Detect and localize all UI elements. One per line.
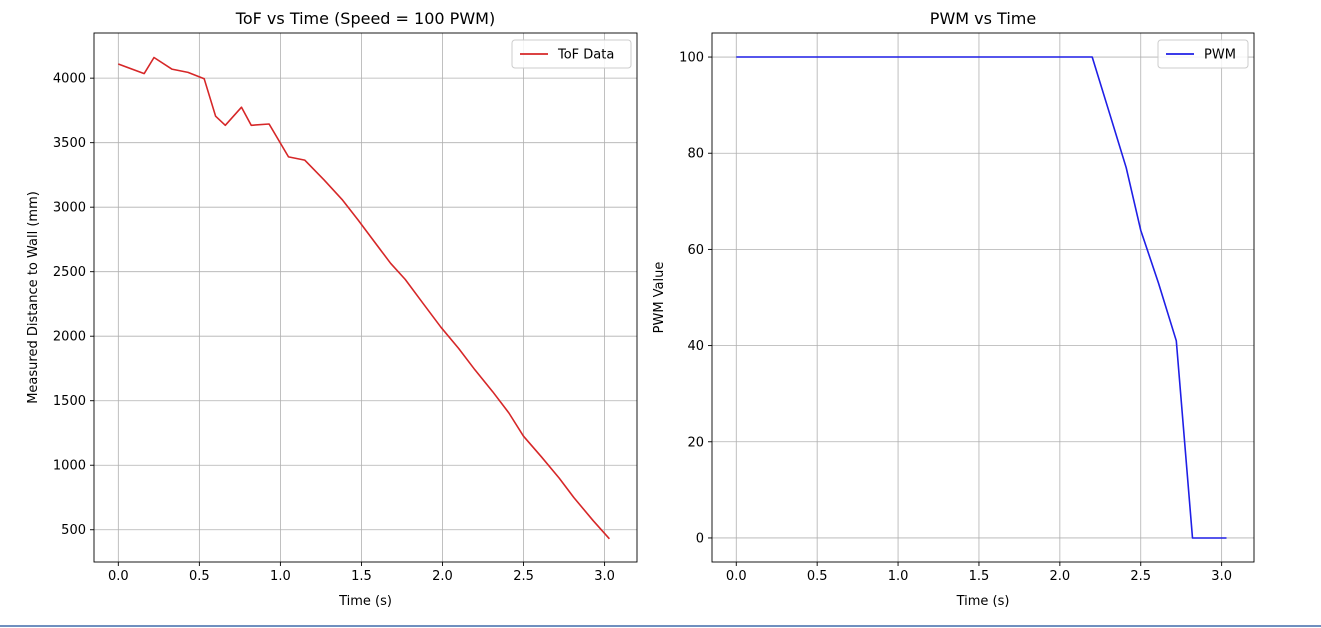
tof-ytick-label-4: 2500 bbox=[53, 265, 86, 280]
tof-series-0-line bbox=[118, 56, 610, 540]
pwm-ytick-label-1: 20 bbox=[687, 435, 704, 450]
pwm-x-axis-label: Time (s) bbox=[956, 594, 1010, 609]
pwm-xtick-label-6: 3.0 bbox=[1211, 569, 1232, 584]
pwm-ytick-label-4: 80 bbox=[687, 147, 704, 162]
pwm-chart-title: PWM vs Time bbox=[930, 9, 1036, 28]
tof-ytick-label-5: 3000 bbox=[53, 201, 86, 216]
tof-ytick-label-0: 500 bbox=[61, 523, 86, 538]
tof-xtick-label-6: 3.0 bbox=[594, 569, 615, 584]
tof-ytick-label-3: 2000 bbox=[53, 330, 86, 345]
tof-xtick-label-4: 2.0 bbox=[432, 569, 453, 584]
tof-legend-box bbox=[511, 39, 632, 69]
tof-xtick-label-0: 0.0 bbox=[108, 569, 129, 584]
tof-chart: 0.0 0.5 1.0 1.5 2.0 2.5 3.0 500 1000 1500 2000 2500… bbox=[26, 9, 638, 609]
pwm-xtick-label-4: 2.0 bbox=[1050, 569, 1071, 584]
pwm-plot-frame bbox=[711, 32, 1255, 563]
pwm-ytick-label-2: 40 bbox=[687, 339, 704, 354]
tof-ytick-label-1: 1000 bbox=[53, 459, 86, 474]
tof-ytick-label-7: 4000 bbox=[53, 72, 86, 87]
tof-xtick-label-3: 1.5 bbox=[351, 569, 372, 584]
tof-xtick-label-2: 1.0 bbox=[270, 569, 291, 584]
pwm-ytick-label-5: 100 bbox=[679, 51, 704, 66]
bottom-divider bbox=[0, 625, 1321, 627]
pwm-xtick-label-2: 1.0 bbox=[888, 569, 909, 584]
tof-plot-frame bbox=[93, 32, 638, 563]
pwm-xtick-label-1: 0.5 bbox=[807, 569, 828, 584]
tof-chart-title: ToF vs Time (Speed = 100 PWM) bbox=[235, 9, 495, 28]
pwm-y-axis-label: PWM Value bbox=[652, 262, 667, 334]
pwm-ytick-label-0: 0 bbox=[696, 531, 704, 546]
pwm-legend-box bbox=[1157, 39, 1249, 69]
pwm-legend-label: PWM bbox=[1204, 48, 1236, 63]
tof-y-axis-label: Measured Distance to Wall (mm) bbox=[26, 191, 41, 404]
tof-legend-label: ToF Data bbox=[557, 48, 614, 63]
tof-x-axis-label: Time (s) bbox=[338, 594, 392, 609]
pwm-xtick-label-3: 1.5 bbox=[969, 569, 990, 584]
pwm-xtick-label-5: 2.5 bbox=[1130, 569, 1151, 584]
pwm-xtick-label-0: 0.0 bbox=[726, 569, 747, 584]
pwm-series-0-line bbox=[736, 56, 1227, 539]
tof-ytick-label-6: 3500 bbox=[53, 136, 86, 151]
tof-xtick-label-5: 2.5 bbox=[513, 569, 534, 584]
tof-xtick-label-1: 0.5 bbox=[189, 569, 210, 584]
pwm-ytick-label-3: 60 bbox=[687, 243, 704, 258]
tof-ytick-label-2: 1500 bbox=[53, 394, 86, 409]
pwm-chart: 0.0 0.5 1.0 1.5 2.0 2.5 3.0 0 20 40 60 80 100 PWM vs … bbox=[652, 9, 1255, 609]
